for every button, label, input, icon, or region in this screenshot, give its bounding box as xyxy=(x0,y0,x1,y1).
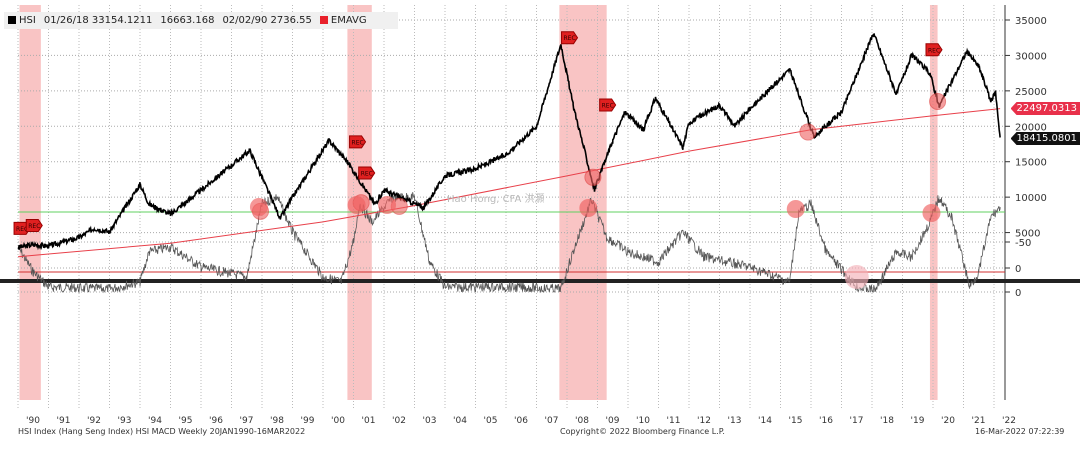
x-tick-label: '00 xyxy=(331,416,345,426)
y-tick-label: 10000 xyxy=(1015,193,1047,204)
y-tick-label: -50 xyxy=(1015,238,1031,249)
x-tick-label: '15 xyxy=(789,416,803,426)
footer-copyright: Copyright© 2022 Bloomberg Finance L.P. xyxy=(560,427,725,436)
recession-band xyxy=(929,5,938,400)
y-tick-label: 0 xyxy=(1015,288,1021,299)
signal-circle xyxy=(929,92,947,110)
y-tick-label: 30000 xyxy=(1015,51,1047,62)
x-tick-label: '12 xyxy=(697,416,711,426)
signal-circle xyxy=(584,168,602,186)
recession-marker-label: REC xyxy=(602,103,614,110)
footer-timestamp: 16-Mar-2022 07:22:39 xyxy=(975,427,1065,436)
legend-low: 02/02/90 2736.55 xyxy=(222,15,312,26)
watermark: Hao Hong, CFA 洪灝 xyxy=(447,194,545,205)
price-last-label: 18415.0801 xyxy=(1010,132,1080,145)
recession-marker-label: REC xyxy=(361,171,373,178)
x-tick-label: '19 xyxy=(911,416,925,426)
ema-line xyxy=(17,108,1001,258)
x-tick-label: '22 xyxy=(1002,416,1016,426)
recession-marker xyxy=(925,43,943,57)
x-tick-label: '91 xyxy=(57,416,71,426)
y-tick-label: 20000 xyxy=(1015,122,1047,133)
y-tick-label: 0 xyxy=(1015,264,1021,275)
macd-signal-circle xyxy=(786,200,805,218)
macd-signal-circle xyxy=(844,265,869,289)
x-tick-label: '09 xyxy=(606,416,620,426)
x-tick-label: '07 xyxy=(545,416,559,426)
y-tick-label: 35000 xyxy=(1015,16,1047,27)
x-tick-label: '90 xyxy=(26,416,40,426)
footer-left: HSI Index (Hang Seng Index) HSI MACD Wee… xyxy=(18,427,306,436)
x-tick-label: '94 xyxy=(148,416,162,426)
x-tick-label: '01 xyxy=(362,416,376,426)
x-tick-label: '13 xyxy=(728,416,742,426)
legend-ema[interactable]: EMAVG xyxy=(319,15,367,26)
macd-signal-circle xyxy=(378,196,397,214)
macd-signal-circle xyxy=(922,204,941,222)
x-tick-label: '16 xyxy=(819,416,833,426)
x-tick-label: '21 xyxy=(972,416,986,426)
recession-marker-label: REC xyxy=(564,35,576,42)
ema-last-label: 22497.0313 xyxy=(1010,102,1080,115)
legend-avg: 16663.168 xyxy=(160,15,215,26)
x-tick-label: '03 xyxy=(423,416,437,426)
x-tick-label: '99 xyxy=(301,416,315,426)
x-tick-label: '08 xyxy=(575,416,589,426)
x-tick-label: '20 xyxy=(941,416,955,426)
recession-band xyxy=(19,5,41,400)
macd-signal-circle xyxy=(347,196,366,214)
x-tick-label: '05 xyxy=(484,416,498,426)
x-tick-label: '14 xyxy=(758,416,772,426)
macd-line xyxy=(17,192,1001,294)
legend-hsi-label: HSI xyxy=(19,15,36,26)
recession-marker xyxy=(599,98,617,112)
x-tick-label: '17 xyxy=(850,416,864,426)
x-tick-label: '02 xyxy=(392,416,406,426)
macd-signal-circle xyxy=(579,199,598,217)
y-tick-label: 15000 xyxy=(1015,158,1047,169)
x-tick-label: '98 xyxy=(270,416,284,426)
legend-high: 01/26/18 33154.1211 xyxy=(43,15,153,26)
recession-marker-label: REC xyxy=(28,223,40,230)
y-tick-label: 25000 xyxy=(1015,87,1047,98)
macd-signal-circle xyxy=(249,198,268,216)
legend-ema-label: EMAVG xyxy=(330,15,367,26)
y-tick-label: 5000 xyxy=(1015,229,1040,240)
x-tick-label: '11 xyxy=(667,416,681,426)
recession-marker xyxy=(561,31,579,45)
x-tick-label: '96 xyxy=(209,416,223,426)
legend-hsi[interactable]: HSI xyxy=(8,15,36,26)
x-tick-label: '92 xyxy=(87,416,101,426)
x-tick-label: '10 xyxy=(636,416,650,426)
hsi-price-line xyxy=(17,32,1001,251)
recession-marker-label: REC xyxy=(352,139,364,146)
signal-circle xyxy=(799,123,817,141)
recession-marker xyxy=(25,218,43,232)
x-tick-label: '18 xyxy=(880,416,894,426)
recession-marker-label: REC xyxy=(16,226,28,233)
recession-marker xyxy=(349,135,367,149)
x-tick-label: '06 xyxy=(514,416,528,426)
x-tick-label: '93 xyxy=(118,416,132,426)
legend: HSI 01/26/18 33154.1211 16663.168 02/02/… xyxy=(4,12,398,29)
x-tick-label: '04 xyxy=(453,416,467,426)
x-tick-label: '95 xyxy=(179,416,193,426)
x-tick-label: '97 xyxy=(240,416,254,426)
recession-marker xyxy=(358,166,376,180)
recession-marker-label: REC xyxy=(928,47,940,54)
